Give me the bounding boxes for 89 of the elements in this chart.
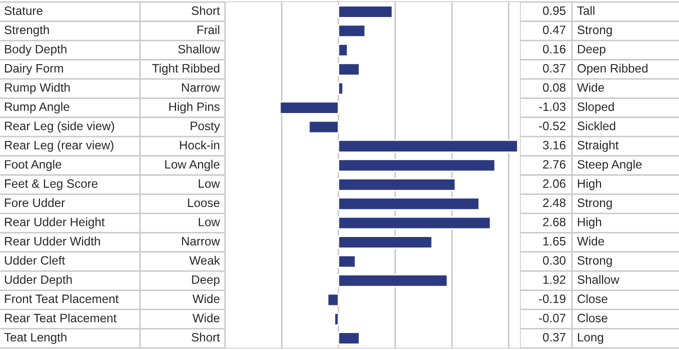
y2-tick-label: Strong xyxy=(578,256,612,268)
bar xyxy=(338,236,433,249)
bar xyxy=(338,62,360,76)
y2-tick-label: Wide xyxy=(577,82,604,92)
y-tick-label: Rear Udder Width xyxy=(4,236,100,246)
y2-tick-label: Close xyxy=(578,294,608,304)
y-tick-label: Rump Angle xyxy=(4,102,70,114)
data-label: 0.37 xyxy=(542,332,566,342)
bar xyxy=(338,274,448,288)
data-label: 0.95 xyxy=(542,6,566,15)
text: Loose xyxy=(188,198,220,208)
text: Wide xyxy=(192,313,220,322)
text: Deep xyxy=(192,275,220,286)
y-tick-label: Teat Length xyxy=(4,332,66,344)
bar xyxy=(338,5,394,18)
y2-tick-label: Close xyxy=(578,313,608,322)
bar xyxy=(279,101,340,114)
bar xyxy=(338,216,492,230)
y-tick-label: Rear Teat Placement xyxy=(4,313,117,322)
y2-tick-label: Shallow xyxy=(578,275,620,284)
text: Low xyxy=(198,179,220,188)
text: Low xyxy=(198,218,220,226)
y-tick-label: Stature xyxy=(4,6,42,15)
bar xyxy=(338,178,456,192)
text: Hock-in xyxy=(180,140,220,150)
y2-tick-label: Open Ribbed xyxy=(578,64,648,75)
data-label: 2.76 xyxy=(543,160,566,169)
data-label: 2.06 xyxy=(543,179,566,188)
y-tick-label: Udder Depth xyxy=(4,275,72,286)
text: Tight Ribbed xyxy=(152,64,220,75)
data-label: -1.03 xyxy=(538,102,566,112)
y2-tick-label: Strong xyxy=(578,198,612,210)
y-tick-label: Rear Leg (rear view) xyxy=(4,140,114,152)
y-tick-label: Foot Angle xyxy=(4,160,62,172)
text: Short xyxy=(192,6,220,15)
y2-tick-label: Straight xyxy=(578,140,619,152)
text: Frail xyxy=(198,25,220,34)
y-tick-label: Udder Cleft xyxy=(4,256,66,265)
y2-tick-label: Deep xyxy=(578,44,606,56)
data-label: 0.37 xyxy=(542,64,566,73)
bar xyxy=(338,82,344,96)
y2-tick-label: Wide xyxy=(577,236,604,246)
data-label: -0.52 xyxy=(538,122,566,130)
y-tick-label: Rump Width xyxy=(4,82,70,94)
data-label: 0.16 xyxy=(542,44,566,54)
data-label: 2.68 xyxy=(543,218,566,226)
bar xyxy=(338,43,348,57)
data-label: -0.19 xyxy=(538,294,566,304)
y-tick-label: Rear Udder Height xyxy=(4,217,105,229)
text: Short xyxy=(192,332,220,342)
data-label: 3.16 xyxy=(542,140,566,150)
y2-tick-label: Sloped xyxy=(578,102,614,114)
bar xyxy=(338,332,360,345)
bar xyxy=(334,312,340,326)
data-label: 0.47 xyxy=(542,26,566,34)
data-label: -0.07 xyxy=(538,314,566,322)
y2-tick-label: High xyxy=(578,178,602,190)
text: Low Angle xyxy=(165,160,220,172)
y-tick-label: Strength xyxy=(4,25,49,37)
data-label: 0.30 xyxy=(542,256,566,265)
y-tick-label: Front Teat Placement xyxy=(4,294,119,304)
bar xyxy=(338,158,496,172)
text: Narrow xyxy=(182,83,220,92)
y2-tick-label: Sickled xyxy=(578,121,616,130)
data-label: 1.92 xyxy=(543,275,566,284)
text: Wide xyxy=(192,294,220,304)
y-tick-label: Feet & Leg Score xyxy=(4,179,98,190)
y-tick-label: Rear Leg (side view) xyxy=(4,121,114,133)
y2-tick-label: Long xyxy=(578,333,604,344)
bar xyxy=(338,197,480,210)
y2-tick-label: Tall xyxy=(577,6,594,15)
text: High Pins xyxy=(169,102,220,114)
y-tick-label: Fore Udder xyxy=(4,198,65,208)
bar xyxy=(338,24,366,38)
y2-tick-label: High xyxy=(578,217,602,229)
data-label: 1.65 xyxy=(543,236,566,246)
text: Narrow xyxy=(182,237,220,246)
y-tick-label: Dairy Form xyxy=(4,64,63,75)
y2-tick-label: Steep Angle xyxy=(578,160,642,172)
bar xyxy=(326,293,340,307)
bar xyxy=(308,120,340,134)
y2-tick-label: Strong xyxy=(578,26,612,37)
data-label: 0.08 xyxy=(542,83,566,92)
text: Posty xyxy=(190,122,220,133)
text: Weak xyxy=(189,256,220,265)
data-label: 2.48 xyxy=(543,198,566,208)
text: Shallow xyxy=(178,44,220,54)
y-tick-label: Body Depth xyxy=(4,44,66,56)
bar xyxy=(338,254,356,268)
